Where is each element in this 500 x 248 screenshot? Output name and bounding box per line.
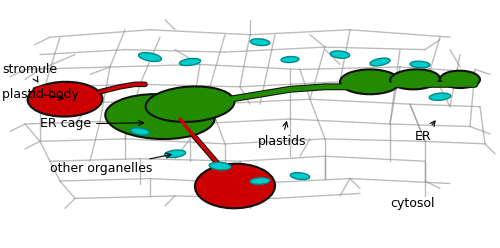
Ellipse shape [130,128,150,135]
Ellipse shape [440,71,480,88]
Text: plastid body: plastid body [2,88,80,101]
Ellipse shape [370,58,390,66]
Ellipse shape [281,57,299,62]
Ellipse shape [429,93,451,100]
Text: plastids: plastids [258,122,306,148]
Ellipse shape [250,178,270,184]
Text: cytosol: cytosol [390,197,434,210]
Ellipse shape [180,59,201,65]
Ellipse shape [195,164,275,208]
Ellipse shape [28,82,102,117]
Text: ER: ER [415,121,435,143]
Text: other organelles: other organelles [50,153,171,175]
Ellipse shape [250,39,270,46]
Ellipse shape [138,53,162,62]
Text: stromule: stromule [2,63,58,82]
Text: ER cage: ER cage [40,118,144,130]
Ellipse shape [290,173,310,180]
Ellipse shape [340,69,400,94]
Ellipse shape [106,94,214,139]
Ellipse shape [410,61,430,68]
Ellipse shape [164,150,186,157]
Ellipse shape [209,162,231,170]
Ellipse shape [146,86,234,122]
Ellipse shape [390,69,440,89]
Ellipse shape [330,51,349,58]
